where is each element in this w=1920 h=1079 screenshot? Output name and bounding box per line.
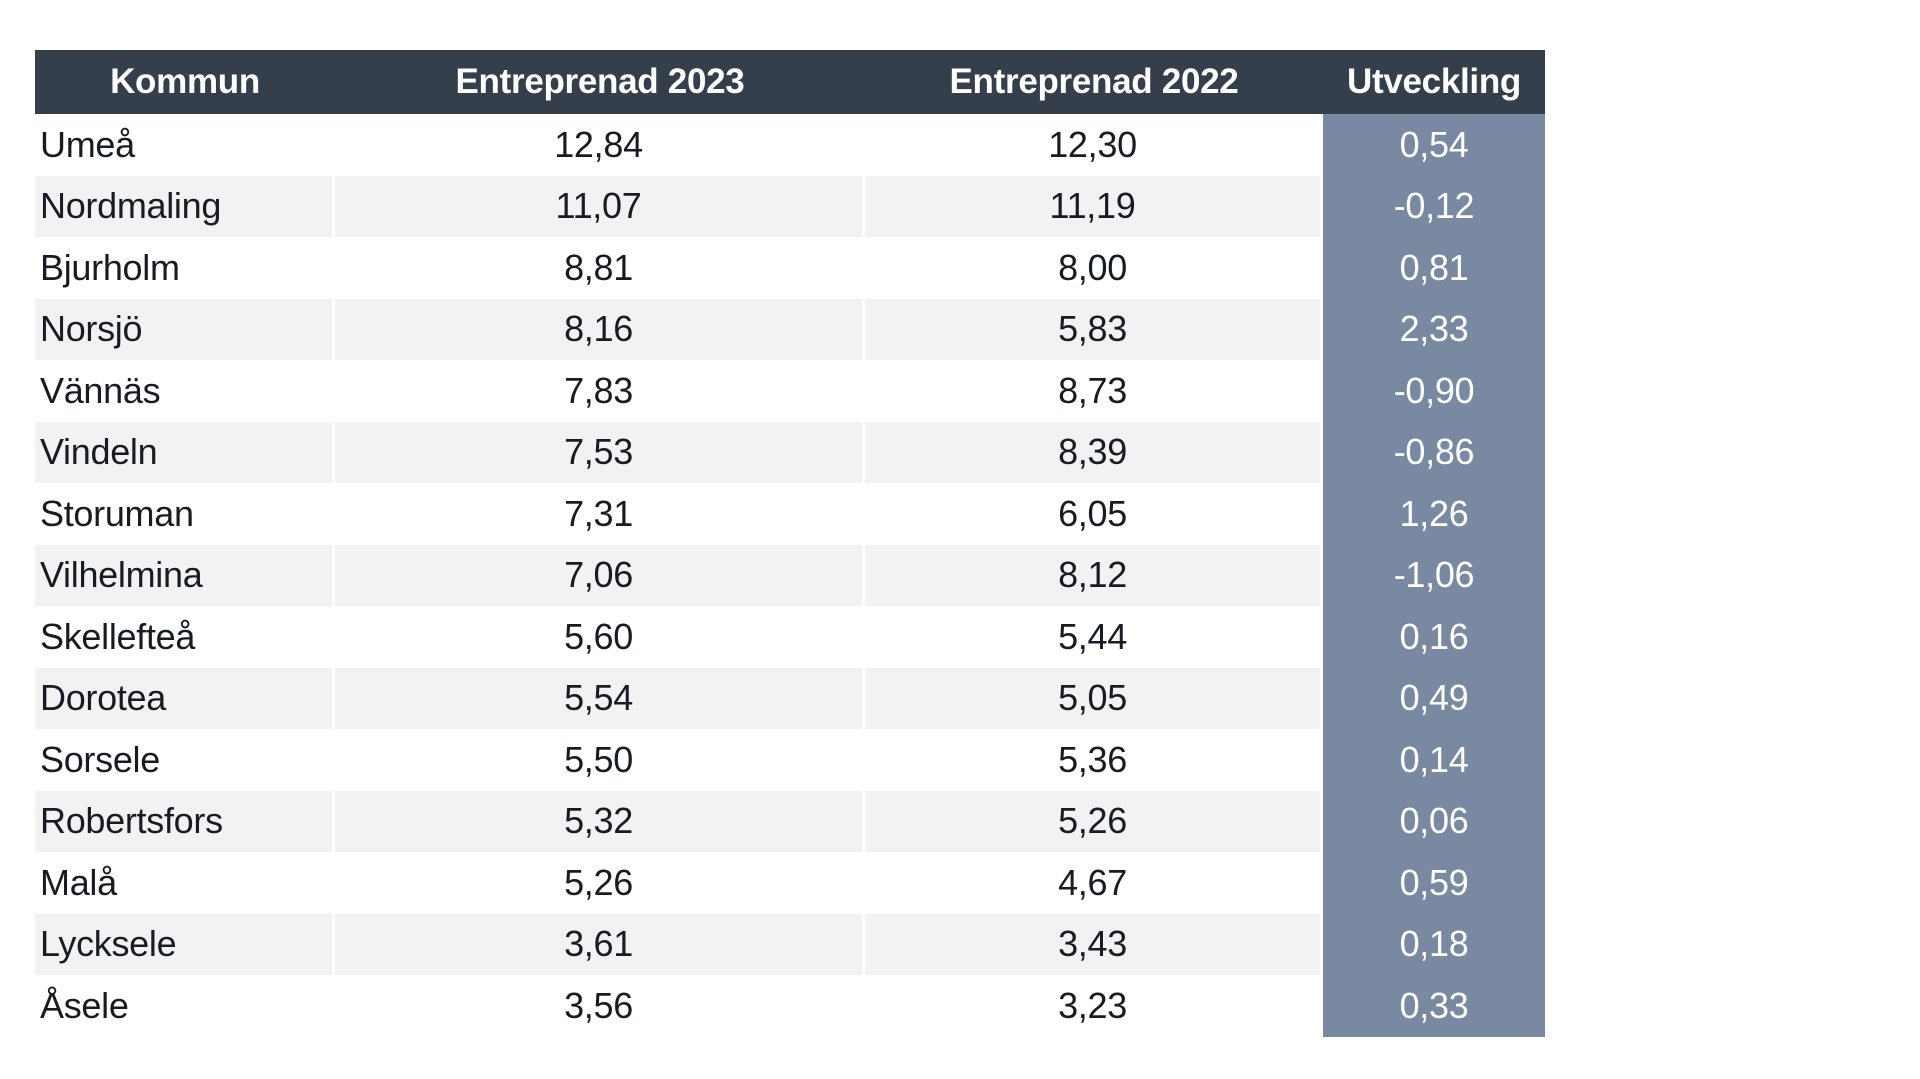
header-row: Kommun Entreprenad 2023 Entreprenad 2022… xyxy=(35,50,1545,114)
cell-entreprenad-2022: 3,23 xyxy=(865,975,1323,1037)
cell-kommun: Storuman xyxy=(35,483,335,545)
table-body: Umeå 12,84 12,30 0,54 Nordmaling 11,07 11,19 -0… xyxy=(35,114,1545,1037)
cell-entreprenad-2022: 11,19 xyxy=(865,175,1323,237)
cell-utveckling: -0,86 xyxy=(1323,421,1545,483)
cell-entreprenad-2023: 5,26 xyxy=(335,852,865,914)
cell-utveckling: 1,26 xyxy=(1323,483,1545,545)
cell-entreprenad-2022: 8,00 xyxy=(865,237,1323,299)
cell-entreprenad-2022: 4,67 xyxy=(865,852,1323,914)
cell-kommun: Skellefteå xyxy=(35,606,335,668)
cell-entreprenad-2023: 7,83 xyxy=(335,360,865,422)
cell-entreprenad-2022: 8,73 xyxy=(865,360,1323,422)
cell-entreprenad-2023: 11,07 xyxy=(335,175,865,237)
cell-entreprenad-2023: 5,54 xyxy=(335,667,865,729)
cell-utveckling: -0,90 xyxy=(1323,360,1545,422)
header-cell-entreprenad-2023: Entreprenad 2023 xyxy=(455,62,745,101)
table-row: Vännäs 7,83 8,73 -0,90 xyxy=(35,360,1545,422)
cell-entreprenad-2022: 3,43 xyxy=(865,913,1323,975)
header-cell-entreprenad-2022: Entreprenad 2022 xyxy=(949,62,1239,101)
cell-kommun: Åsele xyxy=(35,975,335,1037)
cell-entreprenad-2022: 6,05 xyxy=(865,483,1323,545)
cell-entreprenad-2022: 5,83 xyxy=(865,298,1323,360)
cell-utveckling: 0,06 xyxy=(1323,790,1545,852)
cell-kommun: Nordmaling xyxy=(35,175,335,237)
cell-utveckling: 0,81 xyxy=(1323,237,1545,299)
cell-utveckling: -1,06 xyxy=(1323,544,1545,606)
cell-utveckling: -0,12 xyxy=(1323,175,1545,237)
table-row: Bjurholm 8,81 8,00 0,81 xyxy=(35,237,1545,299)
table-row: Vindeln 7,53 8,39 -0,86 xyxy=(35,421,1545,483)
cell-entreprenad-2022: 5,26 xyxy=(865,790,1323,852)
cell-kommun: Bjurholm xyxy=(35,237,335,299)
table-row: Robertsfors 5,32 5,26 0,06 xyxy=(35,790,1545,852)
cell-entreprenad-2022: 12,30 xyxy=(865,114,1323,176)
cell-entreprenad-2022: 8,39 xyxy=(865,421,1323,483)
cell-kommun: Vännäs xyxy=(35,360,335,422)
cell-kommun: Dorotea xyxy=(35,667,335,729)
cell-entreprenad-2023: 7,53 xyxy=(335,421,865,483)
cell-entreprenad-2023: 5,60 xyxy=(335,606,865,668)
cell-entreprenad-2023: 12,84 xyxy=(335,114,865,176)
cell-entreprenad-2023: 8,16 xyxy=(335,298,865,360)
table-row: Vilhelmina 7,06 8,12 -1,06 xyxy=(35,544,1545,606)
cell-entreprenad-2022: 5,05 xyxy=(865,667,1323,729)
header-cell-utveckling: Utveckling xyxy=(1347,62,1521,101)
cell-entreprenad-2023: 5,50 xyxy=(335,729,865,791)
cell-kommun: Malå xyxy=(35,852,335,914)
cell-utveckling: 0,18 xyxy=(1323,913,1545,975)
cell-kommun: Vindeln xyxy=(35,421,335,483)
table-row: Sorsele 5,50 5,36 0,14 xyxy=(35,729,1545,791)
table-row: Storuman 7,31 6,05 1,26 xyxy=(35,483,1545,545)
table-row: Dorotea 5,54 5,05 0,49 xyxy=(35,667,1545,729)
table-row: Norsjö 8,16 5,83 2,33 xyxy=(35,298,1545,360)
cell-kommun: Sorsele xyxy=(35,729,335,791)
cell-utveckling: 2,33 xyxy=(1323,298,1545,360)
cell-kommun: Vilhelmina xyxy=(35,544,335,606)
header-cell-kommun: Kommun xyxy=(110,62,260,101)
cell-kommun: Norsjö xyxy=(35,298,335,360)
cell-kommun: Umeå xyxy=(35,114,335,176)
cell-kommun: Lycksele xyxy=(35,913,335,975)
cell-entreprenad-2022: 5,44 xyxy=(865,606,1323,668)
table-row: Skellefteå 5,60 5,44 0,16 xyxy=(35,606,1545,668)
table-row: Umeå 12,84 12,30 0,54 xyxy=(35,114,1545,176)
cell-entreprenad-2023: 8,81 xyxy=(335,237,865,299)
cell-entreprenad-2023: 5,32 xyxy=(335,790,865,852)
cell-entreprenad-2023: 3,61 xyxy=(335,913,865,975)
cell-kommun: Robertsfors xyxy=(35,790,335,852)
table-row: Malå 5,26 4,67 0,59 xyxy=(35,852,1545,914)
cell-utveckling: 0,49 xyxy=(1323,667,1545,729)
cell-utveckling: 0,14 xyxy=(1323,729,1545,791)
cell-utveckling: 0,33 xyxy=(1323,975,1545,1037)
cell-utveckling: 0,54 xyxy=(1323,114,1545,176)
cell-entreprenad-2023: 3,56 xyxy=(335,975,865,1037)
cell-entreprenad-2023: 7,31 xyxy=(335,483,865,545)
table-row: Åsele 3,56 3,23 0,33 xyxy=(35,975,1545,1037)
municipality-data-table: Kommun Entreprenad 2023 Entreprenad 2022… xyxy=(35,50,1545,1037)
cell-entreprenad-2022: 8,12 xyxy=(865,544,1323,606)
cell-utveckling: 0,59 xyxy=(1323,852,1545,914)
cell-utveckling: 0,16 xyxy=(1323,606,1545,668)
table-row: Nordmaling 11,07 11,19 -0,12 xyxy=(35,175,1545,237)
cell-entreprenad-2023: 7,06 xyxy=(335,544,865,606)
cell-entreprenad-2022: 5,36 xyxy=(865,729,1323,791)
table-row: Lycksele 3,61 3,43 0,18 xyxy=(35,913,1545,975)
